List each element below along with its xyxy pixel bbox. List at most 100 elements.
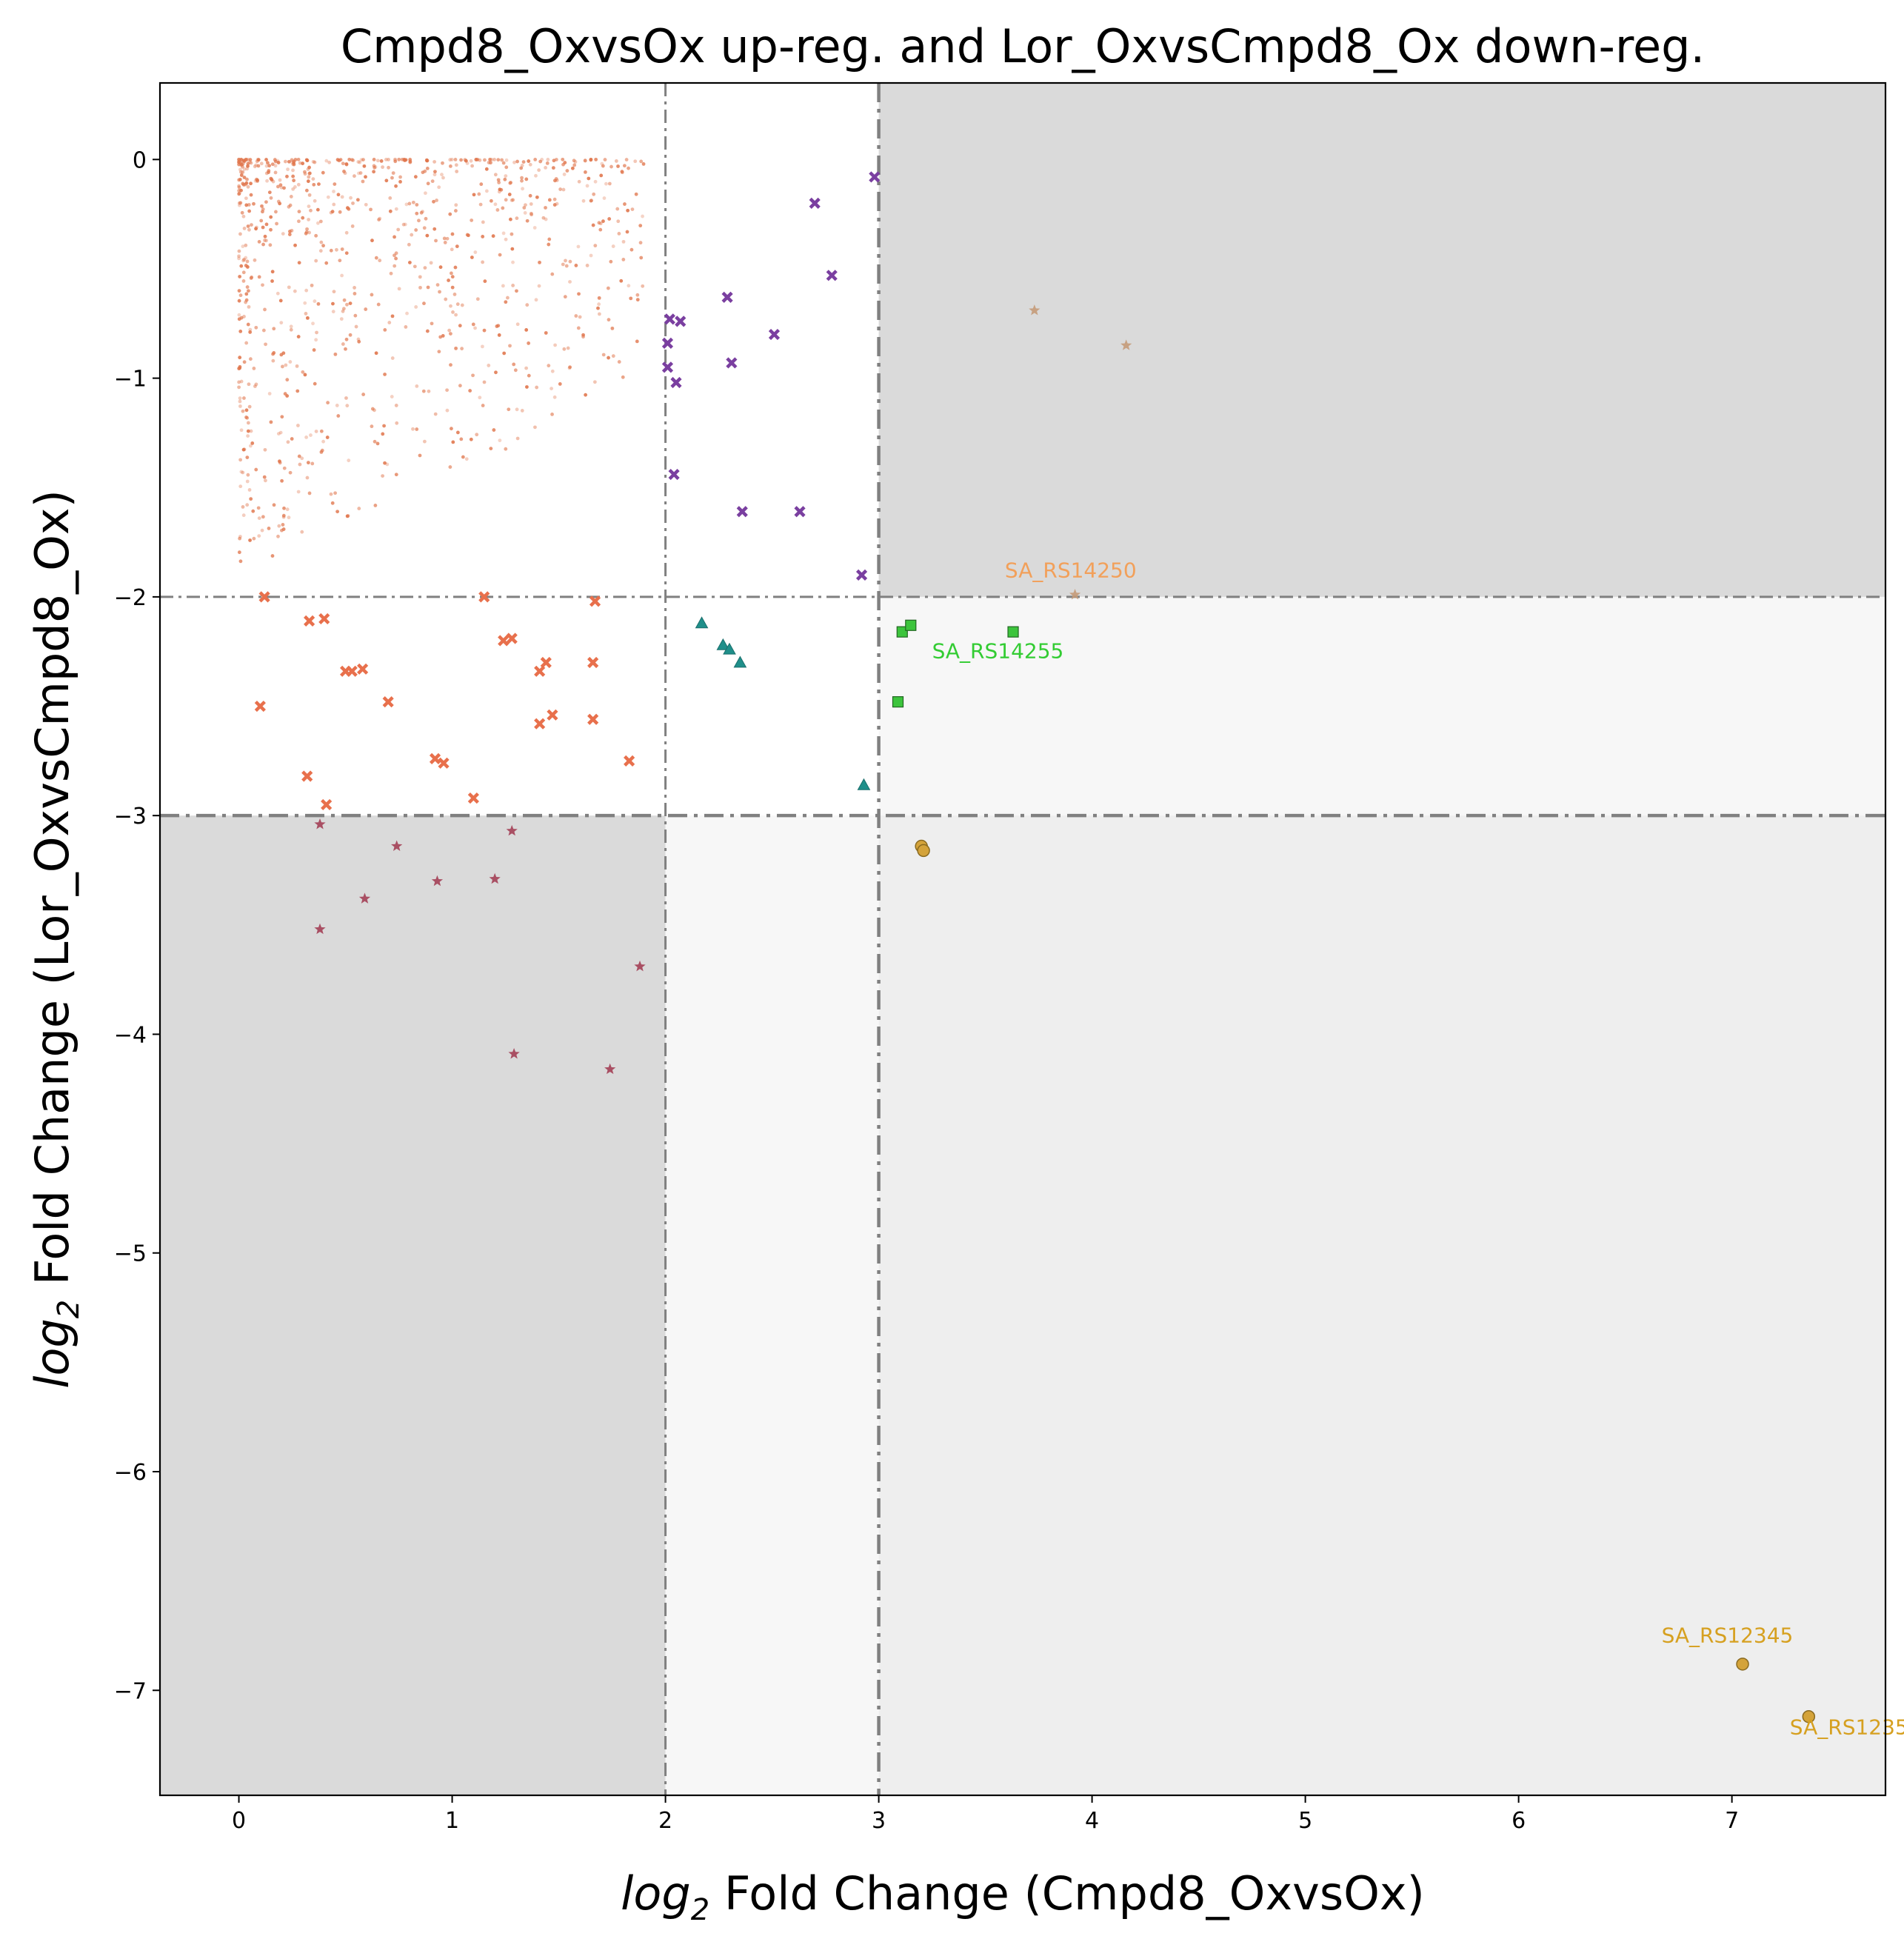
cloud-point [390, 395, 394, 398]
cloud-point [538, 159, 543, 164]
cloud-point [459, 158, 463, 162]
cloud-point [615, 207, 620, 211]
cloud-point [422, 226, 427, 230]
cloud-point [313, 160, 317, 164]
cloud-point [432, 160, 437, 164]
cloud-point [395, 421, 399, 425]
cloud-point [534, 298, 538, 302]
cloud-point [638, 241, 643, 245]
cloud-point [353, 286, 356, 290]
cloud-point [250, 441, 255, 445]
cloud-point [332, 202, 336, 207]
y-tick-label: −2 [114, 585, 147, 611]
cloud-point [521, 160, 526, 164]
cloud-point [414, 305, 418, 309]
cloud-point [269, 227, 273, 232]
cloud-point [561, 262, 565, 267]
cloud-point [433, 170, 437, 174]
cloud-point [238, 536, 242, 541]
cloud-point [287, 515, 291, 520]
cloud-point [504, 300, 508, 304]
cloud-point [254, 325, 258, 330]
cloud-point [598, 221, 603, 226]
cloud-point [504, 198, 508, 202]
cloud-point [281, 523, 285, 527]
cloud-point [284, 363, 288, 367]
cloud-point [544, 331, 548, 335]
x-point-22 [587, 713, 599, 725]
cloud-point [261, 515, 265, 519]
teal-triangle-point-0 [695, 616, 709, 629]
cloud-point [487, 161, 491, 164]
cloud-point [538, 260, 541, 264]
cloud-point [495, 208, 500, 212]
x-point-12 [467, 792, 479, 804]
cloud-point [558, 187, 563, 191]
cloud-point [254, 227, 258, 231]
cloud-point [344, 337, 349, 341]
purple-x-point-1 [809, 197, 821, 209]
cloud-point [470, 256, 474, 259]
cloud-point [550, 412, 554, 416]
cloud-point [268, 243, 273, 247]
cloud-point [455, 302, 460, 307]
cloud-point [341, 161, 345, 166]
cloud-point [422, 439, 427, 444]
cloud-point [260, 528, 264, 533]
cloud-point [263, 447, 267, 452]
cloud-point [524, 177, 529, 181]
cloud-point [564, 258, 567, 263]
cloud-point [520, 178, 524, 183]
cloud-point [614, 159, 618, 163]
cloud-point [361, 179, 365, 184]
cloud-point [390, 356, 395, 360]
cloud-point [261, 283, 264, 287]
cloud-point [288, 360, 293, 364]
cloud-point [344, 162, 349, 167]
y-tick-label: 0 [133, 147, 147, 173]
cloud-point [315, 221, 320, 225]
cloud-point [344, 251, 349, 256]
cloud-point [246, 164, 250, 168]
cloud-point [353, 292, 357, 296]
cloud-point [424, 158, 429, 162]
cloud-point [394, 256, 398, 261]
cloud-point [550, 369, 555, 373]
cloud-point [488, 157, 492, 161]
cloud-point [306, 167, 310, 171]
cloud-point [622, 164, 627, 168]
cloud-point [244, 416, 248, 419]
cloud-point [358, 171, 363, 175]
cloud-point [264, 222, 269, 227]
cloud-point [617, 360, 621, 364]
x-point-17 [540, 656, 552, 669]
cloud-point [535, 385, 539, 390]
cloud-point [343, 171, 347, 176]
cloud-point [529, 202, 533, 206]
cloud-point [468, 389, 472, 393]
cloud-point [327, 160, 332, 164]
cloud-point [378, 216, 382, 221]
cloud-point [238, 201, 243, 205]
cloud-point [282, 466, 287, 470]
cloud-point [445, 236, 450, 241]
cloud-point [625, 230, 629, 234]
cloud-point [242, 167, 247, 171]
cloud-point [270, 178, 274, 182]
cloud-point [552, 158, 556, 163]
cloud-point [532, 226, 537, 230]
cloud-point [264, 171, 269, 176]
cloud-point [472, 193, 476, 197]
cloud-point [306, 461, 310, 465]
cloud-point [512, 362, 516, 367]
cloud-point [241, 513, 246, 518]
cloud-point [460, 347, 464, 351]
cloud-point [576, 244, 581, 249]
cloud-point [460, 303, 464, 307]
cloud-point [570, 166, 575, 170]
cloud-point [278, 298, 283, 303]
x-point-0 [258, 591, 270, 603]
cloud-point [385, 462, 390, 467]
cloud-point [372, 158, 376, 161]
